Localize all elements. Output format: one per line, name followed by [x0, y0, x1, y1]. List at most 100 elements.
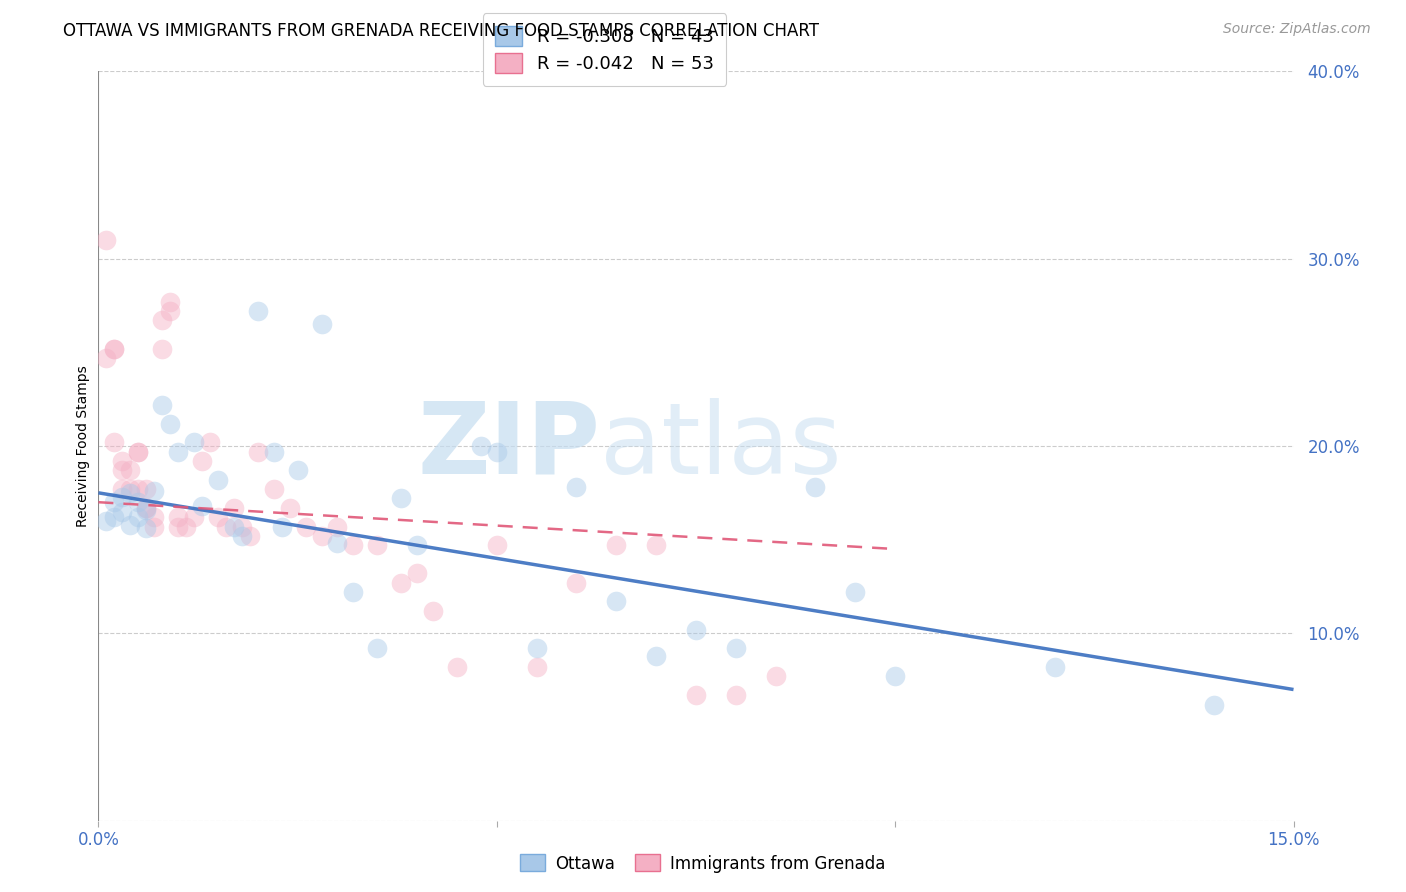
Point	[645, 538, 668, 552]
Point	[804, 480, 827, 494]
Point	[294, 519, 316, 533]
Point	[135, 502, 157, 516]
Point	[103, 510, 125, 524]
Point	[366, 641, 388, 656]
Point	[278, 500, 301, 515]
Point	[246, 304, 269, 318]
Point	[389, 575, 412, 590]
Point	[167, 444, 190, 458]
Point	[127, 444, 149, 458]
Point	[120, 517, 142, 532]
Point	[406, 566, 429, 581]
Point	[263, 444, 285, 458]
Point	[111, 454, 134, 468]
Point	[191, 454, 214, 468]
Point	[605, 594, 627, 608]
Point	[135, 500, 157, 515]
Point	[645, 648, 668, 663]
Point	[143, 483, 166, 498]
Point	[103, 495, 125, 509]
Point	[96, 514, 118, 528]
Point	[159, 304, 181, 318]
Point	[724, 688, 747, 702]
Point	[103, 435, 125, 450]
Legend: R = -0.308   N = 43, R = -0.042   N = 53: R = -0.308 N = 43, R = -0.042 N = 53	[482, 13, 727, 86]
Point	[446, 660, 468, 674]
Point	[207, 510, 229, 524]
Y-axis label: Receiving Food Stamps: Receiving Food Stamps	[76, 365, 90, 527]
Point	[526, 641, 548, 656]
Point	[167, 510, 190, 524]
Point	[150, 342, 173, 356]
Point	[183, 435, 205, 450]
Point	[150, 313, 173, 327]
Point	[135, 521, 157, 535]
Point	[143, 519, 166, 533]
Point	[222, 519, 245, 533]
Point	[326, 536, 349, 550]
Point	[366, 538, 388, 552]
Point	[263, 482, 285, 496]
Point	[191, 499, 214, 513]
Point	[270, 519, 292, 533]
Point	[565, 480, 588, 494]
Point	[127, 444, 149, 458]
Point	[111, 482, 134, 496]
Point	[685, 688, 707, 702]
Point	[231, 519, 253, 533]
Point	[422, 604, 444, 618]
Point	[143, 510, 166, 524]
Point	[215, 519, 238, 533]
Point	[485, 538, 508, 552]
Point	[326, 519, 349, 533]
Point	[1043, 660, 1066, 674]
Point	[96, 351, 118, 365]
Point	[207, 473, 229, 487]
Legend: Ottawa, Immigrants from Grenada: Ottawa, Immigrants from Grenada	[513, 847, 893, 880]
Point	[150, 398, 173, 412]
Point	[159, 294, 181, 309]
Point	[159, 417, 181, 431]
Point	[120, 486, 142, 500]
Point	[127, 482, 149, 496]
Point	[765, 669, 787, 683]
Point	[470, 439, 492, 453]
Point	[239, 529, 262, 543]
Point	[605, 538, 627, 552]
Point	[342, 585, 364, 599]
Point	[884, 669, 907, 683]
Point	[526, 660, 548, 674]
Point	[120, 463, 142, 477]
Point	[135, 500, 157, 515]
Point	[406, 538, 429, 552]
Text: ZIP: ZIP	[418, 398, 600, 494]
Point	[724, 641, 747, 656]
Point	[565, 575, 588, 590]
Point	[222, 500, 245, 515]
Point	[231, 529, 253, 543]
Point	[183, 510, 205, 524]
Point	[111, 490, 134, 504]
Point	[685, 623, 707, 637]
Point	[96, 233, 118, 247]
Point	[135, 482, 157, 496]
Text: OTTAWA VS IMMIGRANTS FROM GRENADA RECEIVING FOOD STAMPS CORRELATION CHART: OTTAWA VS IMMIGRANTS FROM GRENADA RECEIV…	[63, 22, 820, 40]
Point	[111, 463, 134, 477]
Text: Source: ZipAtlas.com: Source: ZipAtlas.com	[1223, 22, 1371, 37]
Text: atlas: atlas	[600, 398, 842, 494]
Point	[174, 519, 197, 533]
Point	[311, 529, 333, 543]
Point	[167, 519, 190, 533]
Point	[103, 342, 125, 356]
Point	[287, 463, 309, 477]
Point	[246, 444, 269, 458]
Point	[311, 318, 333, 332]
Point	[103, 342, 125, 356]
Point	[844, 585, 866, 599]
Point	[198, 435, 221, 450]
Point	[342, 538, 364, 552]
Point	[1202, 698, 1225, 712]
Point	[389, 491, 412, 506]
Point	[111, 505, 134, 519]
Point	[485, 444, 508, 458]
